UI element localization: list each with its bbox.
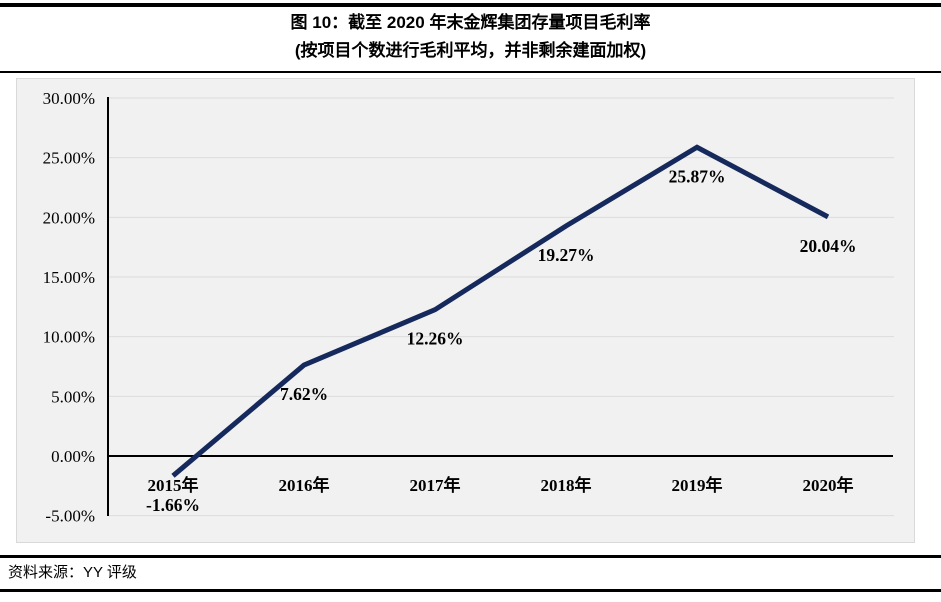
line-chart: 30.00% 25.00% 20.00% 15.00% 10.00% 5.00% 0.00%… <box>16 78 915 543</box>
data-point-label: -1.66% <box>146 495 200 515</box>
gross-margin-line-series <box>171 144 830 478</box>
data-point-label: 12.26% <box>407 329 464 349</box>
figure-subtitle: (按项目个数进行毛利平均，并非剩余建面加权) <box>294 41 647 60</box>
x-axis-category-label: 2018年 <box>541 475 592 495</box>
data-point-label: 20.04% <box>800 236 857 256</box>
y-axis-tick-label: 20.00% <box>43 208 95 227</box>
y-axis-tick-label: 5.00% <box>51 387 95 406</box>
x-axis-category-label: 2019年 <box>672 475 723 495</box>
x-axis-category-label: 2017年 <box>410 475 461 495</box>
x-axis-category-label: 2016年 <box>279 475 330 495</box>
figure-title: 图 10：截至 2020 年末金辉集团存量项目毛利率 <box>290 13 651 32</box>
data-point-label: 19.27% <box>538 245 595 265</box>
title-divider-rule <box>0 71 941 73</box>
line-chart-canvas: 30.00% 25.00% 20.00% 15.00% 10.00% 5.00% 0.00%… <box>43 89 894 526</box>
top-rule <box>0 3 941 7</box>
y-axis-tick-label: 25.00% <box>43 149 95 168</box>
footer-top-rule <box>0 555 941 558</box>
y-axis-tick-label: 0.00% <box>51 447 95 466</box>
y-axis-tick-label: 15.00% <box>43 268 95 287</box>
data-point-label: 25.87% <box>669 166 726 186</box>
data-point-label: 7.62% <box>280 384 328 404</box>
y-axis-tick-label: 10.00% <box>43 328 95 347</box>
source-note: 资料来源：YY 评级 <box>8 564 137 581</box>
y-axis-tick-label: -5.00% <box>45 507 95 526</box>
footer-bottom-rule <box>0 589 941 592</box>
y-axis-tick-label: 30.00% <box>43 89 95 108</box>
x-axis-category-label: 2020年 <box>803 475 854 495</box>
x-axis-category-label: 2015年 <box>148 475 199 495</box>
